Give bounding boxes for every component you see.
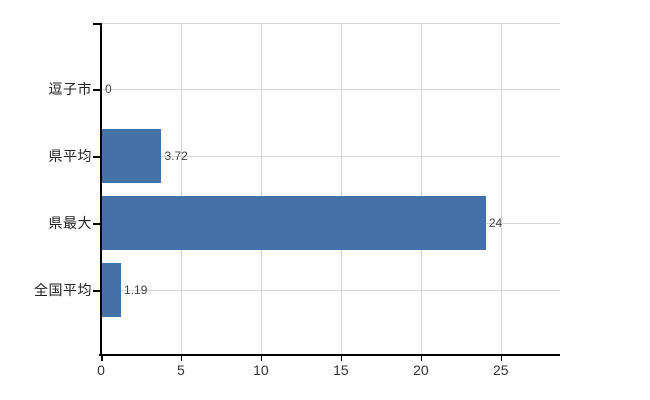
bar: [102, 263, 122, 317]
bar: [102, 196, 486, 250]
y-axis-tick: [93, 223, 101, 225]
bar: [102, 129, 162, 183]
x-tick-label: 25: [493, 362, 509, 378]
x-tick-label: 5: [177, 362, 185, 378]
x-axis-tick: [340, 356, 343, 361]
plot-top-border: [101, 23, 560, 24]
y-axis-tick: [93, 89, 101, 91]
gridline-horizontal: [101, 290, 560, 291]
gridline-vertical: [340, 23, 342, 354]
x-axis-tick: [260, 356, 263, 361]
category-label: 県最大: [48, 215, 92, 231]
x-axis-tick: [101, 356, 103, 361]
gridline-horizontal: [101, 89, 560, 90]
gridline-horizontal: [101, 156, 560, 157]
value-label: 1.19: [124, 283, 148, 297]
x-tick-label: 0: [97, 362, 105, 378]
y-axis-tick: [93, 23, 101, 25]
category-label: 逗子市: [48, 81, 92, 97]
gridline-vertical: [500, 23, 502, 354]
x-axis-tick: [500, 356, 503, 361]
value-label: 0: [105, 82, 112, 96]
x-tick-label: 20: [413, 362, 429, 378]
gridline-vertical: [180, 23, 182, 354]
x-tick-label: 15: [333, 362, 349, 378]
x-axis-tick: [420, 356, 423, 361]
value-label: 3.72: [164, 149, 188, 163]
y-axis-tick: [93, 290, 101, 292]
category-label: 県平均: [48, 148, 92, 164]
x-axis-line: [99, 354, 560, 356]
x-axis-tick: [180, 356, 183, 361]
y-axis-tick: [93, 156, 101, 158]
y-axis-line: [100, 23, 102, 354]
value-label: 24: [488, 216, 503, 230]
category-label: 全国平均: [34, 282, 92, 298]
gridline-vertical: [420, 23, 422, 354]
x-tick-label: 10: [253, 362, 269, 378]
gridline-vertical: [260, 23, 262, 354]
